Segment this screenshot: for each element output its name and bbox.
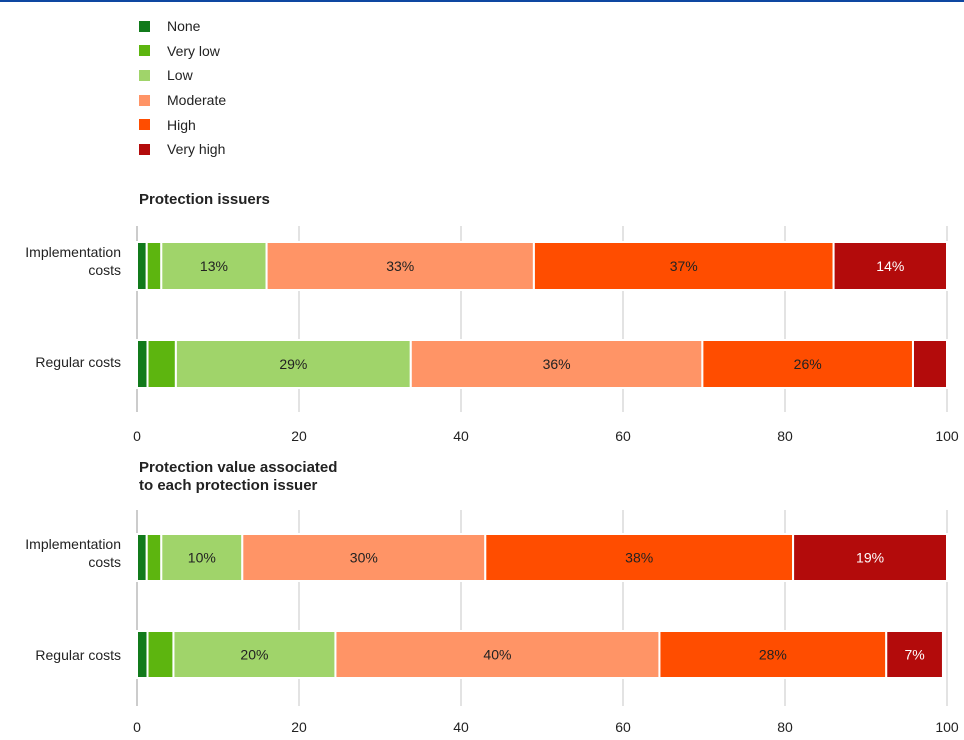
legend-item-moderate: Moderate xyxy=(139,88,226,113)
chart-1-bar-segment xyxy=(136,339,149,389)
chart-2-bar-segment xyxy=(484,533,795,582)
chart-1-data-label: 33% xyxy=(386,258,414,274)
chart-1-bar-segment xyxy=(832,241,948,291)
legend-label-none: None xyxy=(167,18,201,35)
chart-1-x-tick-label: 60 xyxy=(615,428,631,444)
chart-1-bar-segment xyxy=(409,339,704,389)
chart-2-data-label: 10% xyxy=(188,550,216,566)
chart-2-category-label: Regular costs xyxy=(35,647,121,663)
chart-1-x-tick-label: 0 xyxy=(133,428,141,444)
top-accent-line xyxy=(0,0,964,2)
legend-swatch-very-high xyxy=(139,143,150,155)
chart-1-bar-segment xyxy=(146,339,177,389)
chart-1-bar-segment xyxy=(145,241,163,291)
chart-2-data-label: 28% xyxy=(759,647,787,663)
chart-1-x-tick-label: 40 xyxy=(453,428,469,444)
chart-1-category-label: Regular costs xyxy=(35,354,121,370)
legend-item-low: Low xyxy=(139,63,226,88)
chart-2-data-label: 38% xyxy=(625,550,653,566)
chart-2-x-tick-label: 20 xyxy=(291,719,307,735)
chart-2-x-tick-label: 80 xyxy=(777,719,793,735)
chart-1-x-tick-label: 20 xyxy=(291,428,307,444)
chart-1-category-label: Implementation costs xyxy=(25,244,121,278)
chart-1-data-label: 13% xyxy=(200,258,228,274)
chart-2-x-tick-label: 0 xyxy=(133,719,141,735)
chart-2-x-tick-label: 40 xyxy=(453,719,469,735)
chart-2-bar-segment xyxy=(145,533,163,582)
chart-2-data-label: 40% xyxy=(483,647,511,663)
legend-swatch-none xyxy=(139,20,150,32)
legend-swatch-very-low xyxy=(139,45,150,57)
legend-item-very-high: Very high xyxy=(139,137,226,162)
legend-label-low: Low xyxy=(167,67,193,84)
chart-2-data-label: 20% xyxy=(240,647,268,663)
chart-2-bar-segment xyxy=(334,630,661,679)
chart-2-bar-segment xyxy=(885,630,944,679)
chart-1-title: Protection issuers xyxy=(139,191,270,208)
legend-label-high: High xyxy=(167,116,196,133)
chart-2-bar-segment xyxy=(136,533,148,582)
legend-item-very-low: Very low xyxy=(139,39,226,64)
legend-swatch-low xyxy=(139,69,150,81)
chart-1-x-tick-label: 80 xyxy=(777,428,793,444)
chart-2-data-label: 30% xyxy=(350,550,378,566)
legend-item-high: High xyxy=(139,112,226,137)
chart-1-bar-segment xyxy=(701,339,914,389)
chart-1-data-label: 14% xyxy=(876,258,904,274)
legend-label-moderate: Moderate xyxy=(167,92,227,109)
legend-swatch-high xyxy=(139,119,150,131)
legend-item-none: None xyxy=(139,14,226,39)
chart-2-x-tick-label: 100 xyxy=(935,719,959,735)
chart-2-bar-segment xyxy=(241,533,487,582)
chart-2-title: Protection value associated to each prote… xyxy=(139,459,337,494)
chart-1-bar-segment xyxy=(911,339,948,389)
chart-2-bar-segment xyxy=(136,630,149,679)
chart-2-bar-segment xyxy=(172,630,337,679)
chart-1-data-label: 26% xyxy=(794,356,822,372)
legend-swatch-moderate xyxy=(139,94,150,106)
chart-1-data-label: 36% xyxy=(543,356,571,372)
chart-2-bar-segment xyxy=(146,630,175,679)
chart-2-data-label: 7% xyxy=(904,647,924,663)
chart-1-bar-segment xyxy=(174,339,412,389)
chart-1-x-tick-label: 100 xyxy=(935,428,959,444)
chart-2-data-label: 19% xyxy=(856,550,884,566)
chart-1-data-label: 29% xyxy=(279,356,307,372)
chart-2-x-tick-label: 60 xyxy=(615,719,631,735)
chart-legend: None Very low Low Moderate High Very hig… xyxy=(139,14,226,162)
chart-1-bar-segment xyxy=(136,241,148,291)
chart-2-category-label: Implementation costs xyxy=(25,536,121,570)
legend-label-very-high: Very high xyxy=(167,141,226,158)
legend-label-very-low: Very low xyxy=(167,42,220,59)
chart-1-data-label: 37% xyxy=(670,258,698,274)
chart-2-bar-segment xyxy=(792,533,948,582)
